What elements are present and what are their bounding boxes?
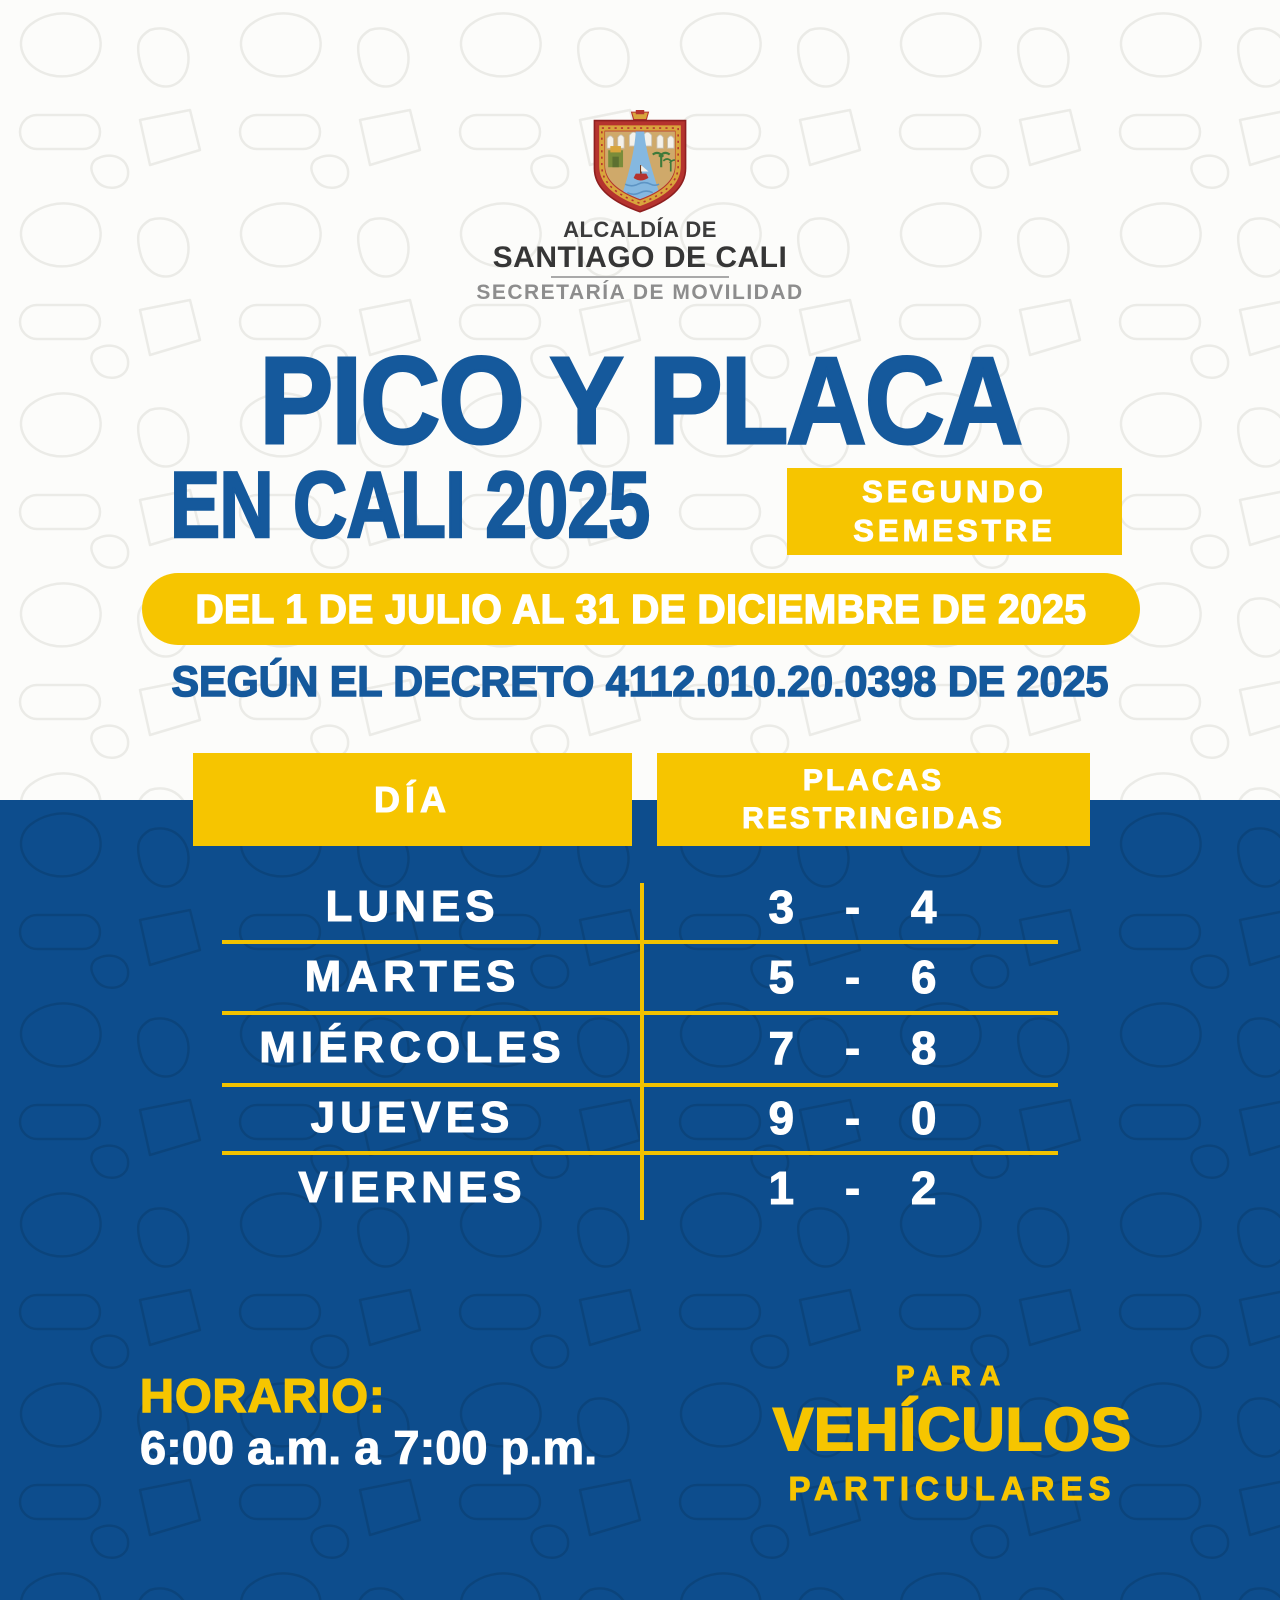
day-cell: MIÉRCOLES	[259, 1023, 566, 1073]
decree-note: SEGÚN EL DECRETO 4112.010.20.0398 DE 202…	[0, 657, 1280, 707]
org-name-line1: ALCALDÍA DE	[563, 217, 717, 242]
table-row: MIÉRCOLES 7 - 8	[0, 1014, 1280, 1082]
semester-badge-line1: SEGUNDO	[862, 473, 1047, 509]
table-row: LUNES 3 - 4	[0, 873, 1280, 941]
plates-cell: 3 - 4	[768, 881, 946, 934]
semester-badge-line2: SEMESTRE	[853, 512, 1056, 548]
table-header-day: DÍA	[193, 753, 632, 846]
table-header-plates: PLACAS RESTRINGIDAS	[657, 753, 1090, 846]
department-name: SECRETARÍA DE MOVILIDAD	[476, 281, 804, 304]
table-row-divider-1	[222, 940, 1058, 944]
table-row: VIERNES 1 - 2	[0, 1154, 1280, 1222]
table-row-divider-2	[222, 1011, 1058, 1015]
page-title-line2: EN CALI 2025	[169, 452, 769, 557]
cali-city-crest-icon	[593, 110, 687, 213]
plates-cell: 9 - 0	[768, 1092, 946, 1145]
day-cell: MARTES	[304, 952, 521, 1002]
table-row-divider-4	[222, 1151, 1058, 1155]
table-row: MARTES 5 - 6	[0, 943, 1280, 1011]
vehicle-note-line3: PARTICULARES	[788, 1470, 1117, 1508]
plates-cell: 1 - 2	[768, 1162, 946, 1215]
org-name-line2: SANTIAGO DE CALI	[492, 241, 788, 274]
table-row: JUEVES 9 - 0	[0, 1084, 1280, 1152]
date-range-text: DEL 1 DE JULIO AL 31 DE DICIEMBRE DE 202…	[195, 585, 1087, 633]
date-range-banner: DEL 1 DE JULIO AL 31 DE DICIEMBRE DE 202…	[142, 573, 1140, 645]
decree-note-text: SEGÚN EL DECRETO 4112.010.20.0398 DE 202…	[171, 657, 1109, 707]
plates-cell: 7 - 8	[768, 1022, 946, 1075]
schedule-time: 6:00 a.m. a 7:00 p.m.	[139, 1421, 598, 1475]
table-row-divider-3	[222, 1083, 1058, 1087]
vehicle-note-line2: VEHÍCULOS	[772, 1396, 1133, 1463]
table-header-plates-line2: RESTRINGIDAS	[742, 801, 1005, 835]
table-header-plates-line1: PLACAS	[802, 764, 945, 798]
day-cell: LUNES	[325, 882, 500, 932]
plates-cell: 5 - 6	[768, 951, 946, 1004]
day-cell: JUEVES	[310, 1093, 515, 1143]
vehicle-note-line1: PARA	[895, 1360, 1010, 1392]
vehicle-note: PARA VEHÍCULOS PARTICULARES	[755, 1360, 1150, 1508]
page-title-line1-text: PICO Y PLACA	[258, 333, 1024, 470]
logo-divider-line	[551, 276, 729, 278]
day-cell: VIERNES	[298, 1163, 527, 1213]
semester-badge: SEGUNDO SEMESTRE	[787, 468, 1122, 555]
table-vertical-divider	[640, 883, 644, 1220]
page-title-line2-text: EN CALI 2025	[169, 452, 651, 557]
schedule-label: HORARIO:	[139, 1368, 386, 1423]
page-title-line1: PICO Y PLACA	[0, 333, 1280, 470]
table-header-day-label: DÍA	[374, 778, 451, 820]
